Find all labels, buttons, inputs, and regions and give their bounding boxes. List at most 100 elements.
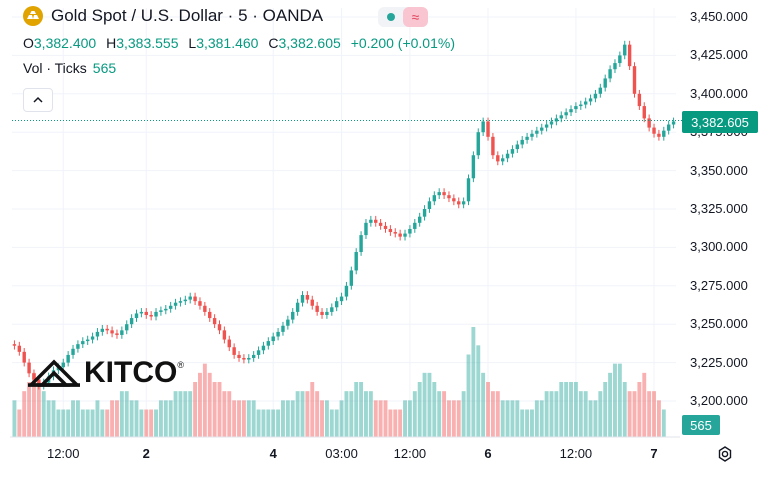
candle-body — [486, 121, 490, 137]
price-tick-label: 3,275.000 — [690, 277, 748, 293]
volume-bar — [241, 400, 246, 437]
price-tick-label: 3,300.000 — [690, 239, 748, 255]
volume-bar — [85, 409, 90, 437]
candle-body — [344, 285, 349, 297]
volume-bar — [227, 391, 232, 437]
volume-bar — [324, 400, 329, 437]
volume-bar — [393, 409, 398, 437]
volume-bar — [505, 400, 510, 437]
volume-bar — [354, 382, 359, 437]
candle-body — [417, 216, 422, 223]
candle-body — [266, 341, 271, 346]
volume-bar — [530, 409, 534, 437]
candle-body — [569, 109, 573, 113]
price-tick-label: 3,400.000 — [690, 85, 748, 101]
volume-bar — [178, 391, 183, 437]
candle-body — [359, 235, 363, 253]
volume-bar — [412, 391, 417, 437]
volume-bar — [486, 382, 490, 437]
time-tick-label: 2 — [142, 446, 150, 461]
candle-body — [320, 311, 324, 315]
candle-body — [154, 311, 158, 317]
open-value: 3,382.400 — [33, 35, 97, 51]
volume-bar — [359, 382, 364, 437]
volume-bar — [407, 400, 412, 437]
volume-bar — [22, 391, 27, 437]
volume-bar — [617, 363, 622, 437]
volume-value: 565 — [92, 60, 117, 76]
candle-body — [369, 219, 373, 223]
volume-bar — [212, 382, 217, 437]
candle-body — [203, 305, 207, 312]
low-value: 3,381.460 — [196, 35, 259, 51]
candle-body — [476, 132, 480, 156]
volume-bar — [588, 400, 593, 437]
volume-bar — [202, 363, 207, 437]
candle-body — [554, 118, 559, 122]
volume-bar — [403, 400, 407, 437]
volume-bar — [656, 400, 661, 437]
volume-bar — [520, 409, 525, 437]
candle-body — [247, 357, 251, 360]
high-value: 3,383.555 — [116, 35, 179, 51]
candle-body — [437, 192, 441, 196]
candle-body — [623, 44, 627, 56]
volume-bar — [534, 400, 539, 437]
volume-bar — [447, 400, 451, 437]
candle-body — [32, 373, 36, 380]
gold-bar-icon — [23, 6, 43, 26]
volume-bar — [129, 400, 134, 437]
candle-body — [90, 336, 95, 340]
last-price-badge: 3,382.605 — [682, 111, 758, 133]
candle-body — [12, 344, 17, 346]
candle-body — [217, 324, 222, 331]
candle-body — [442, 192, 446, 196]
symbol-title[interactable]: Gold Spot / U.S. Dollar · 5 · OANDA — [51, 6, 324, 25]
volume-bar — [368, 391, 373, 437]
candle-body — [491, 136, 495, 156]
collapse-legend-button[interactable] — [23, 88, 53, 112]
volume-bar — [437, 391, 442, 437]
volume-bar — [515, 400, 520, 437]
chart-settings-icon[interactable] — [715, 444, 735, 464]
candle-body — [286, 319, 290, 326]
candle-body — [149, 314, 153, 317]
candle-body — [134, 313, 139, 319]
candle-body — [173, 302, 178, 306]
volume-bar — [461, 391, 466, 437]
candle-body — [125, 324, 129, 331]
candle-body — [496, 155, 500, 162]
candle-body — [471, 155, 476, 179]
candle-body — [510, 149, 515, 154]
volume-legend[interactable]: Vol · Ticks 565 — [23, 60, 116, 76]
price-tick-label: 3,225.000 — [690, 354, 748, 370]
candle-body — [183, 299, 188, 302]
volume-bar — [422, 372, 427, 437]
candle-body — [481, 121, 485, 133]
price-tick-label: 3,325.000 — [690, 201, 748, 216]
candle-body — [466, 178, 471, 202]
candle-body — [388, 228, 393, 233]
volume-bar — [271, 409, 276, 437]
volume-bar — [525, 409, 530, 437]
candle-body — [593, 93, 598, 99]
candle-body — [178, 301, 183, 303]
kitco-logo-icon — [28, 359, 80, 387]
candle-body — [662, 130, 666, 137]
candle-body — [657, 133, 661, 137]
volume-bar — [603, 382, 608, 437]
volume-bar — [36, 382, 41, 437]
candle-body — [242, 357, 246, 360]
candle-body — [164, 308, 168, 311]
volume-label: Vol · Ticks — [23, 60, 87, 76]
candle-body — [305, 295, 310, 300]
candle-body — [598, 87, 603, 94]
candle-body — [330, 307, 334, 312]
candle-body — [378, 222, 383, 226]
market-status[interactable]: ≈ — [378, 7, 428, 27]
volume-bar — [622, 382, 627, 437]
wave-icon: ≈ — [403, 7, 428, 27]
volume-bar — [237, 400, 241, 437]
candle-body — [637, 93, 642, 107]
